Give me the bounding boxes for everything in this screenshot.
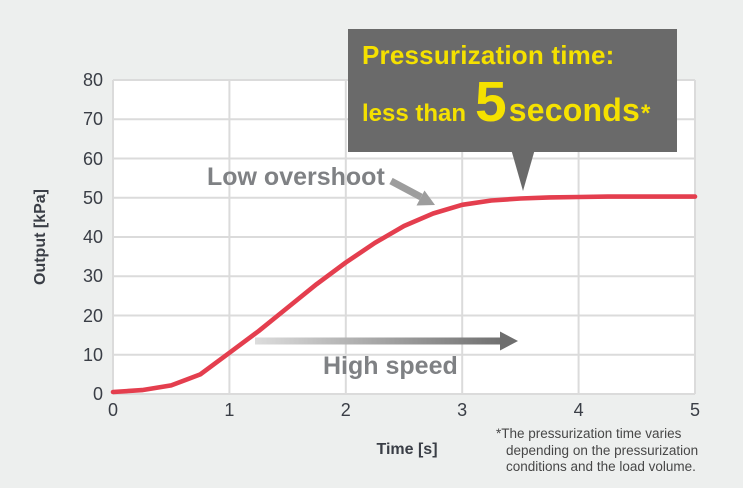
y-tick-label: 30 — [82, 266, 103, 287]
x-tick-label: 5 — [689, 400, 700, 420]
low-overshoot-label: Low overshoot — [207, 163, 385, 191]
callout-unit: seconds — [508, 92, 640, 128]
y-tick-label: 60 — [82, 148, 103, 169]
x-tick-label: 4 — [573, 400, 584, 420]
x-tick-label: 0 — [107, 400, 118, 420]
pressurization-time-callout: Pressurization time: less than 5 seconds… — [348, 29, 677, 152]
x-axis-title: Time [s] — [376, 441, 438, 458]
callout-value-line: less than 5 seconds * — [362, 71, 677, 134]
y-tick-label: 80 — [82, 70, 103, 90]
callout-prefix: less than — [362, 100, 467, 127]
y-tick-label: 0 — [92, 384, 103, 404]
footnote-line: depending on the pressurization — [506, 442, 699, 458]
x-tick-label: 1 — [224, 400, 235, 420]
y-axis-title: Output [kPa] — [32, 189, 49, 285]
high-speed-arrow — [255, 331, 518, 351]
callout-title: Pressurization time: — [362, 40, 615, 70]
y-tick-label: 70 — [82, 109, 103, 130]
callout-number: 5 — [475, 70, 507, 134]
output-pressure-curve — [110, 194, 698, 395]
y-tick-label: 50 — [82, 187, 103, 208]
footnote: *The pressurization time varies dependin… — [496, 426, 698, 476]
high-speed-label: High speed — [323, 352, 458, 380]
y-tick-label: 40 — [82, 227, 103, 247]
x-tick-label: 2 — [340, 400, 351, 420]
footnote-line: *The pressurization time varies — [496, 426, 682, 441]
callout-tail — [511, 149, 535, 191]
low-overshoot-arrow — [389, 177, 435, 206]
footnote-line: conditions and the load volume. — [506, 459, 696, 474]
x-tick-label: 3 — [457, 400, 468, 420]
y-tick-label: 20 — [82, 305, 103, 326]
callout-asterisk: * — [640, 100, 651, 127]
y-tick-label: 10 — [82, 344, 103, 365]
